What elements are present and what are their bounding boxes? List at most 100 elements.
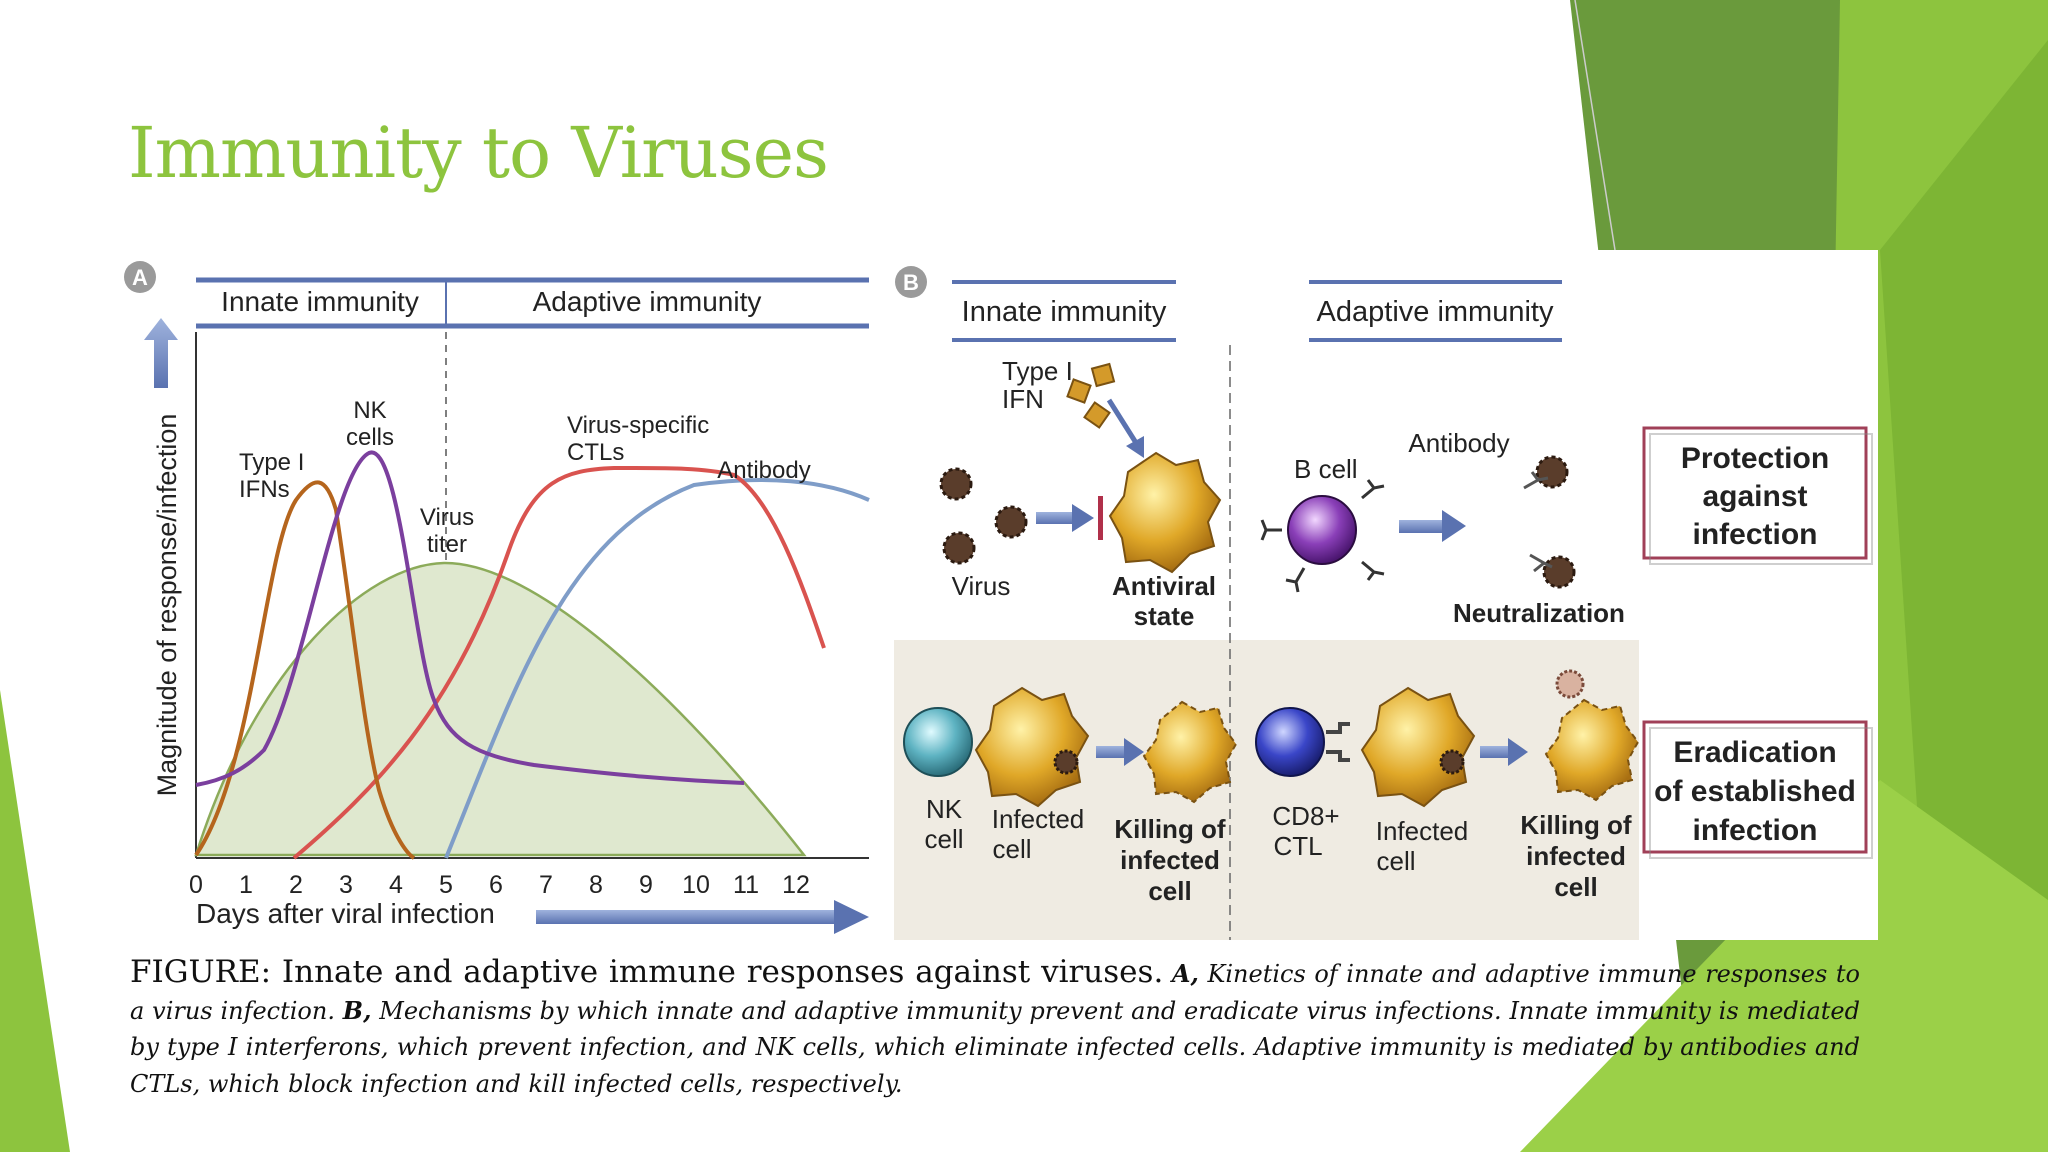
label-nk-1: NK bbox=[353, 397, 386, 424]
label-nk-2: cells bbox=[346, 424, 394, 451]
infected-virus-1 bbox=[1053, 749, 1079, 775]
ctl-synapse bbox=[1326, 722, 1350, 762]
x-tick: 12 bbox=[782, 871, 810, 899]
x-tick: 3 bbox=[339, 871, 353, 899]
eradication-box: Eradication of established infection bbox=[1642, 720, 1873, 859]
panel-b-badge bbox=[895, 266, 927, 298]
slide-title: Immunity to Viruses bbox=[128, 112, 829, 194]
neutralization-arrow bbox=[1399, 510, 1466, 542]
b-cell bbox=[1287, 495, 1357, 565]
x-tick: 4 bbox=[389, 871, 403, 899]
ifn-arrow-head bbox=[1126, 436, 1144, 458]
antibody-curve bbox=[444, 478, 870, 859]
label-ctl-2: CTLs bbox=[567, 439, 624, 466]
x-tick: 11 bbox=[733, 871, 759, 899]
bg-shape-bottom-right bbox=[1520, 780, 2048, 1152]
nk-cell bbox=[903, 707, 973, 777]
bg-shape-left bbox=[0, 690, 70, 1152]
label-killing-1: Killing of bbox=[1114, 814, 1226, 844]
x-tick: 10 bbox=[682, 871, 710, 899]
label-antibody: Antibody bbox=[717, 457, 810, 484]
label-killing-2: infected bbox=[1120, 845, 1220, 875]
y-axis-arrow bbox=[144, 318, 178, 388]
panel-a-header-innate: Innate immunity bbox=[221, 286, 419, 317]
type1-ifn-curve bbox=[194, 480, 416, 860]
virus-block-arrow bbox=[1036, 496, 1103, 540]
ctl-killing-arrow bbox=[1480, 738, 1528, 766]
figure-graphic: A Innate immunity Adaptive immunity Magn… bbox=[124, 261, 1873, 940]
panel-a-letter: A bbox=[132, 265, 148, 290]
x-axis-arrow bbox=[536, 900, 869, 934]
label-nk-cell-2: cell bbox=[924, 824, 963, 854]
ifn-molecules bbox=[1066, 362, 1116, 429]
protection-line2: against bbox=[1702, 480, 1807, 513]
antiviral-cell bbox=[1108, 451, 1222, 574]
label-type1-ifn-2: IFN bbox=[1002, 384, 1044, 414]
nk-killing-arrow bbox=[1096, 738, 1144, 766]
infected-cell-2 bbox=[1360, 686, 1476, 808]
x-axis-ticks: 0 1 2 3 4 5 6 7 8 9 10 11 12 bbox=[189, 871, 810, 899]
cd8-ctl bbox=[1255, 707, 1325, 777]
panel-a-header-adaptive: Adaptive immunity bbox=[533, 286, 762, 317]
panel-a-badge bbox=[124, 261, 156, 293]
label-type1-ifn-1: Type I bbox=[1002, 356, 1073, 386]
label-infected-2: cell bbox=[992, 834, 1031, 864]
panel-b-header-innate-group: Innate immunity bbox=[952, 280, 1176, 342]
label-cd8-1: CD8+ bbox=[1272, 801, 1339, 831]
eradication-line3: infection bbox=[1693, 814, 1818, 847]
killed-cell-2 bbox=[1544, 698, 1640, 802]
label-b-cell: B cell bbox=[1294, 454, 1358, 484]
label-virus-titer-2: titer bbox=[427, 531, 467, 558]
panel-b-header-adaptive: Adaptive immunity bbox=[1317, 296, 1554, 328]
x-tick: 8 bbox=[589, 871, 603, 899]
x-tick: 1 bbox=[239, 871, 253, 899]
label-infected-1: Infected bbox=[992, 804, 1085, 834]
panel-b: B Innate immunity Adaptive immunity Type… bbox=[894, 266, 1873, 940]
figure: A Innate immunity Adaptive immunity Magn… bbox=[114, 250, 1878, 940]
protection-line3: infection bbox=[1693, 518, 1818, 551]
eradication-line1: Eradication bbox=[1673, 736, 1836, 769]
x-tick: 2 bbox=[289, 871, 303, 899]
label-antibody-b: Antibody bbox=[1408, 428, 1509, 458]
x-tick: 7 bbox=[539, 871, 553, 899]
label-neutralization: Neutralization bbox=[1453, 598, 1625, 628]
killed-cell-1 bbox=[1142, 700, 1238, 804]
eradication-line2: of established bbox=[1654, 775, 1856, 808]
infected-virus-2 bbox=[1439, 749, 1465, 775]
label-infected2-2: cell bbox=[1376, 846, 1415, 876]
x-axis-label: Days after viral infection bbox=[196, 898, 495, 929]
ctl-curve bbox=[292, 465, 826, 860]
label-ctl-1: Virus-specific bbox=[567, 412, 709, 439]
caption-lead: FIGURE: Innate and adaptive immune respo… bbox=[130, 954, 1164, 990]
label-nk-cell-1: NK bbox=[926, 794, 963, 824]
label-virus: Virus bbox=[952, 571, 1011, 601]
label-type1-ifns-2: IFNs bbox=[239, 476, 290, 503]
virus-particles bbox=[939, 467, 1028, 565]
caption-a-marker: A, bbox=[1171, 959, 1199, 988]
panel-b-header-innate: Innate immunity bbox=[962, 296, 1167, 328]
bg-thin-line bbox=[1574, 0, 1616, 251]
panel-b-header-adaptive-group: Adaptive immunity bbox=[1309, 280, 1562, 342]
label-antiviral-2: state bbox=[1134, 601, 1195, 631]
protection-line1: Protection bbox=[1681, 442, 1829, 475]
b-cell-receptors bbox=[1260, 479, 1385, 593]
label-killing2-1: Killing of bbox=[1520, 810, 1632, 840]
protection-box: Protection against infection bbox=[1642, 426, 1873, 565]
label-killing-3: cell bbox=[1148, 876, 1191, 906]
virus-titer-curve bbox=[194, 561, 807, 857]
label-infected2-1: Infected bbox=[1376, 816, 1469, 846]
y-axis-label: Magnitude of response/infection bbox=[152, 414, 182, 797]
label-killing2-2: infected bbox=[1526, 841, 1626, 871]
x-tick: 9 bbox=[639, 871, 653, 899]
nk-cells-curve bbox=[195, 450, 745, 787]
label-cd8-2: CTL bbox=[1273, 831, 1322, 861]
x-tick: 5 bbox=[439, 871, 453, 899]
panel-a: A Innate immunity Adaptive immunity Magn… bbox=[124, 261, 870, 934]
ifn-arrow bbox=[1106, 398, 1141, 448]
label-type1-ifns-1: Type I bbox=[239, 449, 304, 476]
x-tick: 0 bbox=[189, 871, 203, 899]
label-antiviral-1: Antiviral bbox=[1112, 571, 1216, 601]
infected-cell-1 bbox=[974, 686, 1090, 808]
figure-caption: FIGURE: Innate and adaptive immune respo… bbox=[130, 954, 1860, 1102]
neutralized-viruses bbox=[1523, 455, 1576, 589]
